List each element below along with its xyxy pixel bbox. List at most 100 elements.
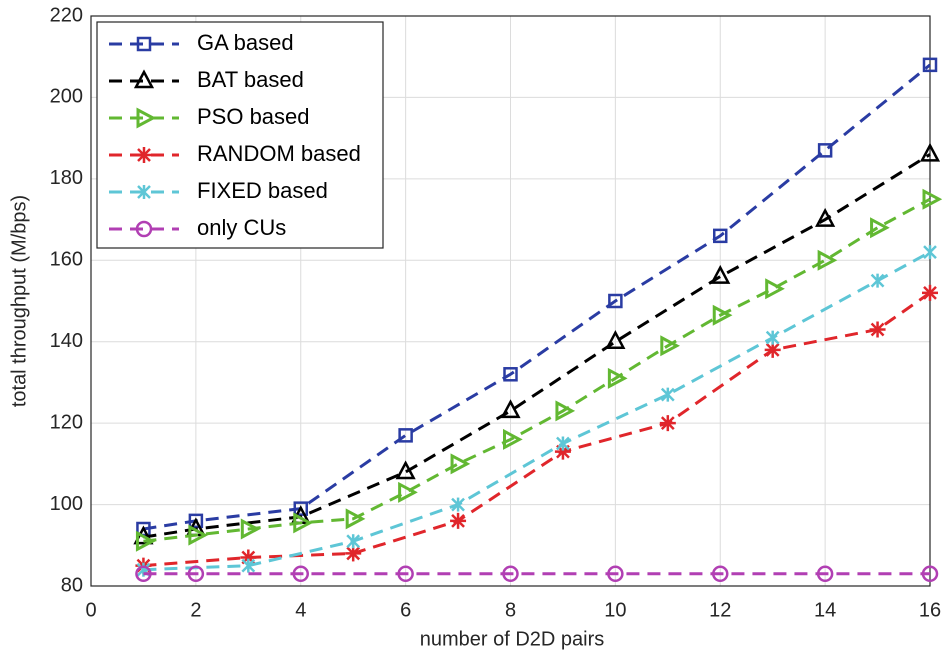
marker	[870, 273, 885, 288]
legend-marker	[135, 220, 153, 238]
legend-label: BAT based	[197, 67, 304, 92]
legend-box	[96, 21, 384, 249]
marker-part	[395, 460, 416, 480]
marker-part	[135, 565, 152, 583]
marker	[921, 565, 939, 583]
marker	[660, 387, 675, 402]
plot-frame	[90, 15, 931, 587]
marker-part	[136, 107, 157, 129]
marker-part	[293, 512, 313, 534]
marker-part	[397, 565, 414, 583]
marker	[555, 400, 576, 422]
marker-part	[712, 565, 729, 583]
marker	[450, 453, 471, 475]
marker-part	[135, 220, 153, 238]
marker-part	[923, 285, 937, 300]
y-tick-label: 200	[50, 86, 83, 108]
marker-part	[712, 304, 733, 326]
marker-part	[555, 400, 576, 422]
marker	[292, 565, 309, 583]
marker-part	[345, 508, 366, 530]
marker	[710, 264, 731, 284]
marker-part	[502, 565, 519, 583]
y-tick-label: 220	[50, 4, 83, 26]
y-axis-label: total throughput (M/bps)	[8, 195, 30, 407]
legend-label: RANDOM based	[197, 141, 361, 166]
marker-part	[503, 367, 518, 382]
marker-part	[503, 428, 523, 450]
marker	[712, 304, 733, 326]
marker	[188, 524, 209, 546]
legend-marker	[136, 36, 152, 52]
legend-label: GA based	[197, 30, 294, 55]
marker	[607, 367, 628, 389]
marker-part	[398, 428, 413, 443]
y-tick-label: 80	[61, 574, 83, 596]
marker-part	[870, 217, 890, 239]
series-line	[143, 153, 931, 539]
series-line	[143, 63, 931, 531]
legend-label: PSO based	[197, 104, 310, 129]
marker	[397, 565, 414, 583]
marker-part	[346, 546, 361, 561]
x-tick-label: 14	[814, 599, 836, 621]
marker	[607, 565, 624, 583]
marker	[450, 512, 467, 529]
y-tick-label: 100	[50, 493, 83, 515]
marker-part	[870, 322, 885, 337]
marker	[919, 142, 941, 162]
marker	[605, 330, 626, 349]
marker	[922, 188, 943, 210]
marker	[660, 335, 680, 357]
marker	[293, 501, 308, 516]
marker	[608, 293, 623, 309]
marker-part	[765, 278, 785, 300]
series-line	[143, 197, 931, 543]
marker	[345, 508, 366, 530]
marker	[398, 481, 418, 503]
marker-part	[137, 148, 151, 162]
x-tick-label: 12	[709, 599, 731, 621]
x-tick-label: 8	[505, 599, 516, 621]
legend: GA based BAT based PSO based RANDOM based FI…	[96, 21, 384, 249]
marker	[922, 284, 938, 301]
legend-label: FIXED based	[197, 178, 328, 203]
marker	[500, 399, 521, 419]
y-tick-label: 140	[50, 330, 83, 352]
marker	[869, 321, 886, 338]
marker	[556, 436, 570, 451]
marker-part	[398, 481, 418, 503]
marker-part	[710, 264, 731, 284]
marker-part	[188, 524, 209, 546]
marker	[765, 278, 785, 300]
marker-part	[451, 513, 465, 528]
marker-part	[815, 207, 836, 227]
marker-part	[816, 565, 834, 583]
marker-part	[292, 565, 309, 583]
x-tick-label: 16	[919, 599, 941, 621]
x-tick-label: 10	[604, 599, 626, 621]
marker	[923, 245, 937, 260]
marker	[816, 565, 834, 583]
marker	[135, 530, 156, 552]
marker-part	[450, 453, 471, 475]
marker-part	[922, 188, 943, 210]
marker	[765, 330, 780, 345]
marker	[870, 217, 890, 239]
marker	[815, 207, 836, 227]
marker	[817, 143, 833, 158]
legend-marker	[137, 185, 151, 199]
x-axis-label: number of D2D pairs	[420, 628, 605, 650]
marker	[817, 249, 838, 271]
marker-part	[607, 367, 628, 389]
y-tick-label: 160	[50, 249, 83, 271]
marker	[293, 512, 313, 534]
y-tick-label: 120	[50, 411, 83, 433]
marker-part	[187, 565, 205, 583]
marker	[240, 518, 261, 540]
marker	[922, 57, 938, 73]
marker-part	[607, 565, 624, 583]
marker	[659, 415, 676, 432]
marker	[712, 565, 729, 583]
